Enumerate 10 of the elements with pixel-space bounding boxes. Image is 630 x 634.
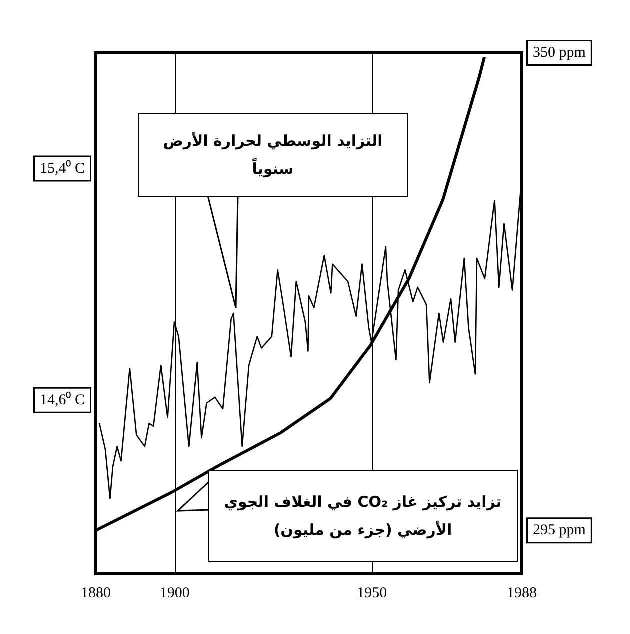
y2-tick-label: 295 ppm <box>533 522 586 539</box>
y2-tick-label: 350 ppm <box>533 45 586 61</box>
x-tick-label: 1988 <box>507 586 537 602</box>
x-tick-label: 1880 <box>81 586 111 602</box>
callout: تزايد تركيز غاز CO₂ في الغلاف الجوي الأرضي (جزء من مليون) <box>176 468 520 564</box>
y-tick-label: 14,6⁰ C <box>40 391 85 408</box>
y-tick-label: 15,4⁰ C <box>40 160 85 177</box>
callout: التزايد الوسطي لحرارة الأرض سنوياً <box>136 111 410 310</box>
x-tick-label: 1950 <box>357 586 388 602</box>
x-tick-label: 1900 <box>160 586 190 602</box>
